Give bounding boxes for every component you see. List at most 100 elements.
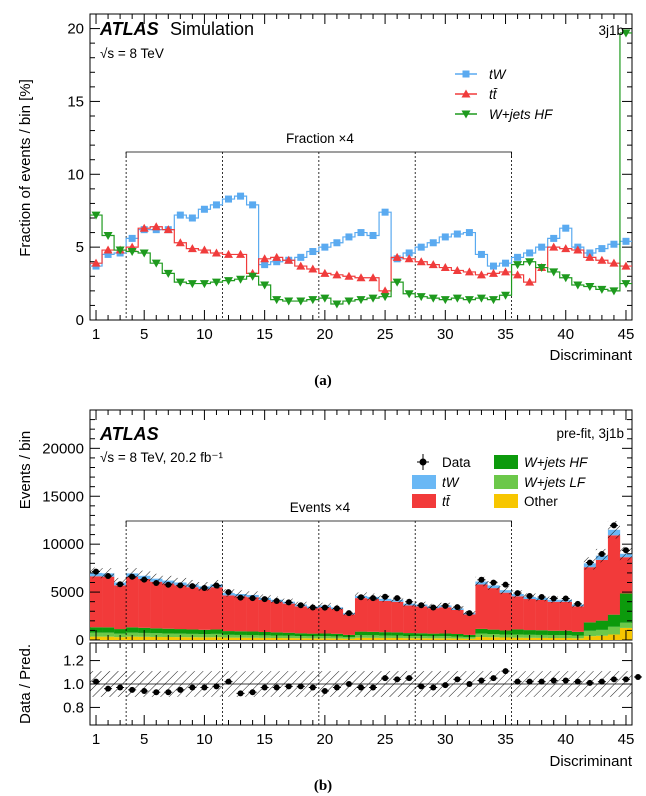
- data-point: [333, 605, 340, 612]
- stack-segment-tt: [559, 601, 572, 631]
- x-tick-label: 30: [437, 731, 454, 748]
- x-tick-label: 30: [437, 326, 454, 343]
- data-point: [248, 272, 258, 281]
- panel-b-legend: Data tW tt̄ W+jets HF W+jets LF Other: [412, 454, 588, 509]
- data-point: [249, 595, 256, 602]
- data-point: [586, 559, 593, 566]
- stack-segment-tt: [222, 595, 235, 632]
- data-point: [513, 270, 523, 279]
- data-point: [478, 576, 485, 583]
- data-point: [332, 300, 342, 309]
- data-point: [525, 277, 535, 286]
- data-point: [476, 294, 486, 303]
- data-point: [224, 277, 234, 286]
- ratio-y-tick-label: 0.8: [63, 699, 84, 716]
- data-point: [501, 267, 511, 276]
- data-point: [187, 244, 197, 253]
- ratio-point: [153, 689, 160, 696]
- data-point: [261, 596, 268, 603]
- panel-a-series: [90, 29, 632, 309]
- data-point: [189, 583, 196, 590]
- stack-segment-hf: [547, 630, 560, 636]
- uncertainty-band: [162, 575, 175, 586]
- data-point: [176, 211, 184, 219]
- data-point: [358, 594, 364, 601]
- data-point: [514, 590, 521, 597]
- uncertainty-band: [138, 570, 151, 581]
- x-tick-label: 40: [557, 731, 574, 748]
- data-point: [464, 296, 474, 305]
- data-point: [513, 261, 523, 270]
- data-point: [309, 248, 317, 256]
- x-tick-label: 10: [196, 731, 213, 748]
- data-point: [296, 261, 306, 270]
- legend-marker: [461, 89, 471, 98]
- data-point: [561, 244, 571, 253]
- stack-segment-tt: [174, 585, 187, 630]
- data-point: [405, 249, 413, 257]
- data-point: [621, 280, 631, 289]
- data-point: [321, 243, 329, 251]
- panel-b-energy: √s = 8 TeV, 20.2 fb⁻¹: [100, 450, 223, 465]
- stack-segment-tt: [354, 598, 368, 632]
- stack-segment-hf: [294, 633, 307, 637]
- data-point: [236, 275, 246, 284]
- data-point: [345, 233, 353, 241]
- panel-b-xlabel: Discriminant: [549, 753, 632, 770]
- data-point: [464, 267, 474, 276]
- data-point: [345, 610, 352, 617]
- data-point: [104, 250, 112, 258]
- data-point: [237, 192, 245, 200]
- data-point: [199, 280, 209, 289]
- data-point: [273, 597, 280, 604]
- panel-a-legend: tW tt̄ W+jets HF: [455, 67, 553, 122]
- stack-segment-tt: [138, 579, 151, 628]
- stack-segment-hf: [583, 622, 597, 631]
- data-point: [609, 287, 619, 296]
- data-point: [211, 278, 221, 287]
- stack-segment-hf: [607, 614, 621, 627]
- ratio-point: [574, 678, 581, 685]
- data-point: [344, 297, 354, 306]
- x-tick-label: 35: [497, 731, 514, 748]
- data-point: [477, 250, 485, 258]
- legend-swatch: [494, 475, 518, 489]
- x-tick-label: 15: [256, 326, 273, 343]
- ratio-point: [201, 684, 208, 691]
- x-tick-label: 25: [377, 731, 394, 748]
- data-point: [550, 234, 558, 242]
- data-point: [466, 610, 473, 617]
- data-point: [163, 269, 173, 278]
- stack-segment-tt: [318, 607, 332, 634]
- stack-segment-hf: [475, 628, 488, 634]
- panel-a-ylabel: Fraction of events / bin [%]: [17, 79, 34, 257]
- stack-segment-hf: [174, 629, 187, 634]
- ratio-point: [370, 684, 377, 691]
- data-point: [93, 568, 100, 575]
- x-tick-label: 35: [497, 326, 514, 343]
- x-tick-label: 20: [317, 326, 334, 343]
- legend-marker: [461, 110, 471, 119]
- stack-segment-lf: [102, 632, 115, 637]
- ratio-point: [622, 676, 629, 683]
- stack-segment-tt: [367, 599, 380, 632]
- data-point: [175, 278, 185, 287]
- data-point: [308, 296, 318, 305]
- data-point: [525, 258, 535, 267]
- stack-segment-hf: [306, 633, 320, 637]
- ratio-point: [394, 676, 401, 683]
- data-point: [272, 252, 282, 261]
- data-point: [453, 230, 461, 238]
- ratio-point: [273, 684, 280, 691]
- x-tick-label: 5: [140, 326, 148, 343]
- data-point: [129, 573, 136, 580]
- ratio-point: [538, 678, 545, 685]
- data-point: [562, 224, 570, 232]
- x-tick-label: 15: [256, 731, 273, 748]
- data-point: [309, 604, 316, 611]
- data-point: [115, 246, 125, 255]
- data-point: [406, 598, 413, 605]
- ratio-point: [225, 678, 232, 685]
- x-tick-label: 25: [377, 326, 394, 343]
